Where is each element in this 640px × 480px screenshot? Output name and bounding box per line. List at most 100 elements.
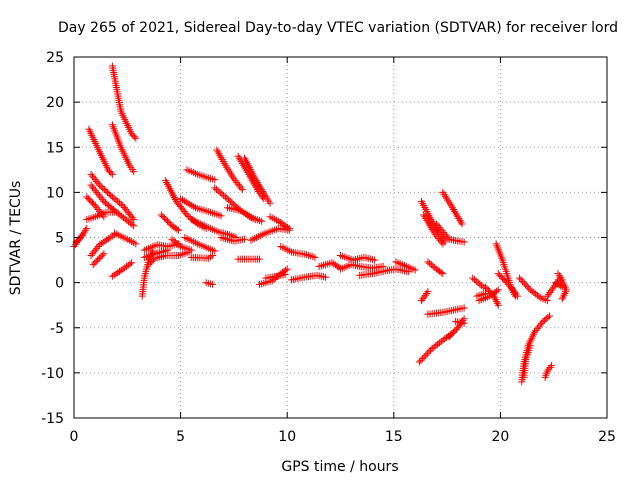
data-point — [182, 209, 190, 217]
data-point — [94, 243, 102, 251]
data-point — [88, 183, 96, 191]
data-point — [104, 235, 112, 243]
data-point — [493, 287, 501, 295]
data-point — [535, 293, 543, 301]
data-point — [80, 228, 88, 236]
data-point — [230, 175, 238, 183]
data-point — [522, 281, 530, 289]
data-point — [79, 232, 87, 240]
data-point — [75, 235, 83, 243]
data-point — [91, 187, 99, 195]
data-point — [427, 261, 435, 269]
data-point — [545, 290, 553, 298]
data-point — [252, 177, 260, 185]
data-point — [266, 199, 274, 207]
data-point — [251, 175, 259, 183]
data-point — [268, 277, 276, 285]
data-point — [490, 292, 498, 300]
data-point — [93, 244, 101, 252]
data-point — [168, 235, 176, 243]
data-point — [504, 280, 512, 288]
data-point — [557, 282, 565, 290]
data-point — [225, 196, 233, 204]
data-point — [280, 221, 288, 229]
data-point — [211, 184, 219, 192]
data-point — [108, 170, 116, 178]
data-point — [146, 259, 154, 267]
data-point — [311, 253, 319, 261]
x-tick-label: 0 — [70, 429, 79, 445]
data-point — [111, 208, 119, 216]
data-point — [455, 322, 463, 330]
data-point — [423, 216, 431, 224]
data-point — [417, 356, 425, 364]
data-point — [220, 191, 228, 199]
data-point — [440, 228, 448, 236]
data-point — [528, 287, 536, 295]
data-point — [130, 215, 138, 223]
data-point — [506, 282, 514, 290]
data-point — [90, 185, 98, 193]
data-point — [110, 194, 118, 202]
data-point — [437, 238, 445, 246]
data-point — [104, 188, 112, 196]
data-point — [86, 196, 94, 204]
data-point — [484, 286, 492, 294]
data-point — [558, 283, 566, 291]
data-point — [437, 268, 445, 276]
data-point — [255, 255, 263, 263]
data-point — [436, 236, 444, 244]
data-point — [231, 202, 239, 210]
data-point — [148, 257, 156, 265]
data-point — [371, 256, 379, 264]
data-point — [83, 224, 91, 232]
data-point — [96, 241, 104, 249]
data-point — [501, 277, 509, 285]
data-point — [483, 285, 491, 293]
data-point — [435, 234, 443, 242]
data-point — [214, 187, 222, 195]
x-tick-label: 10 — [278, 429, 296, 445]
data-point — [497, 273, 505, 281]
data-point — [89, 261, 97, 269]
data-point — [559, 293, 567, 301]
data-point — [258, 186, 266, 194]
data-point — [237, 184, 245, 192]
data-point — [500, 276, 508, 284]
data-point — [175, 241, 183, 249]
data-point — [115, 199, 123, 207]
data-point — [418, 297, 426, 305]
y-tick-label: -15 — [41, 411, 64, 427]
data-point — [211, 247, 219, 255]
data-point — [110, 271, 118, 279]
data-point — [424, 288, 432, 296]
data-point — [112, 270, 120, 278]
data-point — [543, 292, 551, 300]
data-point — [448, 330, 456, 338]
data-point — [255, 182, 263, 190]
data-point — [238, 208, 246, 216]
data-point — [173, 240, 181, 248]
data-point — [496, 271, 504, 279]
data-point — [491, 294, 499, 302]
chart-title: Day 265 of 2021, Sidereal Day-to-day VTE… — [58, 20, 618, 36]
axes: 0 5 10 15 20 25 -15 -10 -5 0 5 10 15 20 25 — [41, 50, 616, 445]
data-point — [519, 277, 527, 285]
data-point — [236, 182, 244, 190]
data-point — [108, 272, 116, 280]
data-point — [238, 186, 246, 194]
data-point — [429, 262, 437, 270]
data-point — [422, 351, 430, 359]
x-tick-label: 20 — [491, 429, 509, 445]
data-point — [183, 211, 191, 219]
data-point — [420, 211, 428, 219]
data-point — [428, 225, 436, 233]
data-point — [107, 191, 115, 199]
data-point — [435, 223, 443, 231]
data-point — [103, 236, 111, 244]
data-point — [458, 220, 466, 228]
y-tick-label: -10 — [41, 366, 64, 382]
data-point — [234, 152, 242, 160]
data-point — [88, 172, 96, 180]
data-point — [548, 362, 556, 370]
